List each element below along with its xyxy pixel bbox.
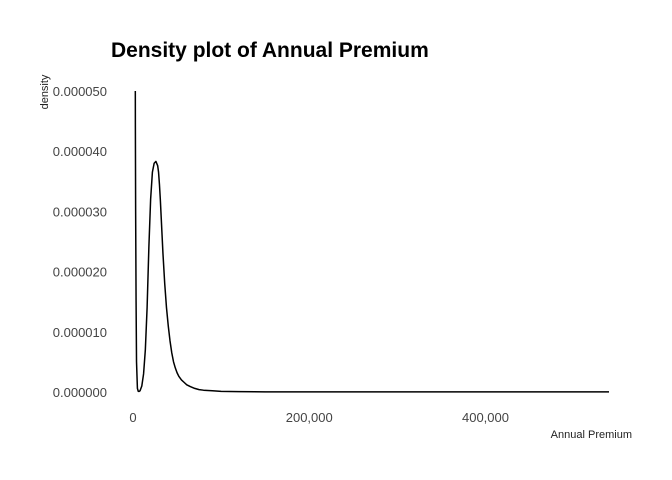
y-axis-label: density [39,74,51,109]
chart-title: Density plot of Annual Premium [111,39,429,62]
y-tick-label: 0.000040 [53,144,107,159]
y-tick-label: 0.000030 [53,204,107,219]
density-line [134,90,609,393]
y-tick-label: 0.000050 [53,84,107,99]
x-axis-ticks: 0 200,000 400,000 [129,410,509,425]
x-tick-label: 200,000 [286,410,333,425]
y-axis-ticks: 0.000000 0.000010 0.000020 0.000030 0.000040… [53,84,107,400]
x-tick-label: 400,000 [462,410,509,425]
y-tick-label: 0.000000 [53,385,107,400]
x-tick-label: 0 [129,410,136,425]
x-axis-label: Annual Premium [551,429,632,441]
y-tick-label: 0.000010 [53,325,107,340]
y-tick-label: 0.000020 [53,265,107,280]
